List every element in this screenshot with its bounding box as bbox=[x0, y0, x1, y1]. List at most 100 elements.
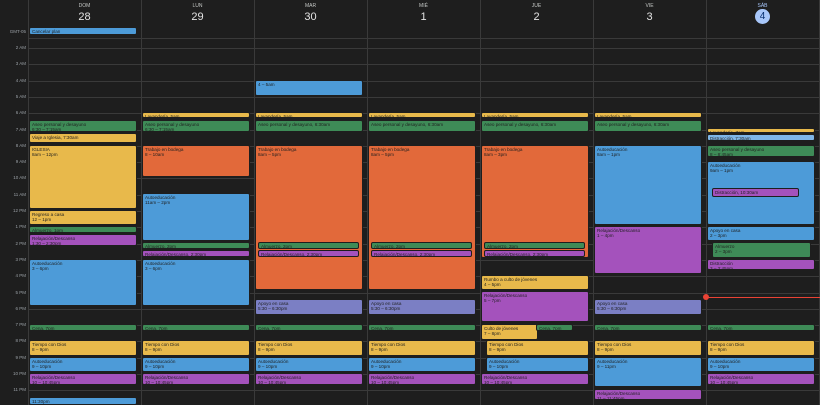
event[interactable]: Aseo personal y desayuno, 6:30am bbox=[255, 120, 363, 132]
event[interactable]: Cena, 7pm bbox=[536, 324, 573, 331]
day-number[interactable]: 28 bbox=[78, 11, 91, 23]
day-divider bbox=[593, 0, 594, 405]
event[interactable]: Tiempo con Dios 8 – 9pm bbox=[29, 340, 137, 356]
event[interactable]: Relajación/Descanso, 2:30pm bbox=[142, 250, 250, 257]
event[interactable]: Lavandería, 5am bbox=[481, 112, 589, 118]
event[interactable]: Autoeducación 9 – 11pm bbox=[594, 357, 702, 387]
event-title: Autoeducación bbox=[32, 261, 63, 266]
event[interactable]: Almuerzo, 2pm bbox=[142, 242, 250, 249]
event[interactable]: Cena, 7pm bbox=[142, 324, 250, 331]
event[interactable]: Almuerzo, 2pm bbox=[258, 242, 359, 249]
event[interactable]: Distracción 3 – 3:45pm bbox=[707, 259, 815, 270]
event[interactable]: Aseo personal y desayuno, 6:30am bbox=[368, 120, 476, 132]
event[interactable]: Culto de jóvenes 7 – 8pm bbox=[481, 324, 538, 340]
event[interactable]: Apoyo en casa 5:30 – 6:30pm bbox=[255, 299, 363, 315]
event[interactable]: Trabajo en bodega 8am – 5pm bbox=[255, 145, 363, 290]
event-time: 8am – 12pm bbox=[32, 152, 58, 158]
event[interactable]: Lavandería, 5am bbox=[368, 112, 476, 118]
event[interactable]: Trabajo en bodega 8am – 3pm bbox=[481, 145, 589, 258]
event[interactable]: Trabajo en bodega 8 – 10am bbox=[142, 145, 250, 177]
event-time: 8 – 8:45am bbox=[710, 152, 733, 157]
event-title: Tiempo con Dios bbox=[597, 342, 632, 347]
event[interactable]: Regreso a casa 12 – 1pm bbox=[29, 210, 137, 225]
event[interactable]: Autoeducación 9 – 10pm bbox=[29, 357, 137, 372]
event[interactable]: Apoyo en casa 5:30 – 6:30pm bbox=[368, 299, 476, 315]
day-number[interactable]: 3 bbox=[646, 11, 653, 23]
event-time: 11am – 2pm bbox=[145, 200, 171, 206]
event[interactable]: Relajación/Descanso 11 – 11:45pm bbox=[594, 389, 702, 400]
event[interactable]: Relajación/Descanso 1 – 4pm bbox=[594, 226, 702, 274]
day-number[interactable]: 30 bbox=[304, 11, 317, 23]
event-title: Cena, 7pm bbox=[258, 326, 281, 331]
event[interactable]: Almuerzo 2 – 3pm bbox=[712, 242, 811, 258]
event[interactable]: Autoeducación 3 – 6pm bbox=[142, 259, 250, 306]
event-title: Apoyo en casa bbox=[597, 301, 628, 306]
event[interactable]: Relajación/Descanso 10 – 10:45pm bbox=[481, 373, 589, 385]
event[interactable]: Relajación/Descanso 10 – 10:45pm bbox=[368, 373, 476, 385]
event-title: Cena, 7pm bbox=[539, 326, 562, 331]
event[interactable]: Almuerzo, 2pm bbox=[371, 242, 472, 249]
day-number[interactable]: 2 bbox=[533, 11, 540, 23]
event[interactable]: Relajación/Descanso, 2:30pm bbox=[484, 250, 585, 257]
event[interactable]: Relajación/Descanso, 2:30pm bbox=[371, 250, 472, 257]
event[interactable]: Aseo personal y desayuno 6:30 – 7:15am bbox=[142, 120, 250, 132]
event-time: 9 – 10pm bbox=[371, 364, 391, 370]
day-number[interactable]: 29 bbox=[191, 11, 204, 23]
event[interactable]: Cena, 7pm bbox=[594, 324, 702, 331]
event[interactable]: Trabajo en bodega 8am – 5pm bbox=[368, 145, 476, 290]
event[interactable]: Lavandería, 5am bbox=[142, 112, 250, 118]
event[interactable]: Autoeducación 9 – 10pm bbox=[707, 357, 815, 372]
event[interactable]: Autoeducación 8am – 1pm bbox=[594, 145, 702, 225]
event[interactable]: Rumbo a culto de jóvenes 4 – 5pm bbox=[481, 275, 589, 290]
event[interactable]: Lavandería, 5am bbox=[594, 112, 702, 118]
event[interactable]: Lavandería, 7am bbox=[707, 128, 815, 133]
event[interactable]: Distracción, 7:30am bbox=[707, 134, 815, 141]
event[interactable]: Cena, 7pm bbox=[29, 324, 137, 331]
event[interactable]: Relajación/Descanso 10 – 10:45pm bbox=[707, 373, 815, 385]
event[interactable]: Cena, 7pm bbox=[368, 324, 476, 331]
event-title: Lavandería, 5am bbox=[597, 114, 632, 118]
event[interactable]: Relajación/Descanso 5 – 7pm bbox=[481, 291, 589, 322]
event[interactable]: Autoeducación 11am – 2pm bbox=[142, 193, 250, 241]
event[interactable]: Apoyo en casa 5:30 – 6:30pm bbox=[594, 299, 702, 315]
event[interactable]: Relajación/Descanso 10 – 10:45pm bbox=[29, 373, 137, 385]
event-title: Relajación/Descanso bbox=[597, 391, 641, 396]
event-title: Lavandería, 5am bbox=[258, 114, 293, 118]
event[interactable]: Aseo personal y desayuno 6:30 – 7:15am bbox=[29, 120, 137, 132]
event[interactable]: Tiempo con Dios 8 – 9pm bbox=[255, 340, 363, 356]
event[interactable]: Apoyo en casa 2 – 3pm bbox=[707, 226, 815, 241]
event[interactable]: Viaje a Iglesia, 7:30am bbox=[29, 133, 137, 143]
event[interactable]: Autoeducación 3 – 6pm bbox=[29, 259, 137, 306]
event[interactable]: Tiempo con Dios 8 – 9pm bbox=[707, 340, 815, 356]
event[interactable]: Relajación/Descanso 10 – 10:45pm bbox=[142, 373, 250, 385]
event[interactable]: Cena, 7pm bbox=[707, 324, 815, 331]
event[interactable]: Tiempo con Dios 8 – 9pm bbox=[142, 340, 250, 356]
event[interactable]: Autoeducación 9 – 10pm bbox=[255, 357, 363, 372]
event[interactable]: Almuerzo, 1pm bbox=[29, 226, 137, 233]
event[interactable]: Relajación/Descanso 10 – 10:45pm bbox=[255, 373, 363, 385]
event[interactable]: Almuerzo, 2pm bbox=[484, 242, 585, 249]
hour-line bbox=[28, 96, 820, 98]
event[interactable]: Cena, 7pm bbox=[255, 324, 363, 331]
event-title: Almuerzo, 2pm bbox=[487, 244, 518, 249]
event[interactable]: Relajación/Descanso, 2:30pm bbox=[258, 250, 359, 257]
event[interactable]: 11:30pm bbox=[29, 397, 137, 405]
event[interactable]: Relajación/Descanso 1:30 – 2:30pm bbox=[29, 234, 137, 246]
event[interactable]: Aseo personal y desayuno 8 – 8:45am bbox=[707, 145, 815, 157]
event[interactable]: Autoeducación 9 – 10pm bbox=[368, 357, 476, 372]
event[interactable]: Tiempo con Dios 8 – 9pm bbox=[486, 340, 589, 356]
day-number[interactable]: 1 bbox=[420, 11, 427, 23]
event[interactable]: Tiempo con Dios 8 – 9pm bbox=[368, 340, 476, 356]
event[interactable]: Autoeducación 9 – 10pm bbox=[486, 357, 589, 372]
event[interactable]: Aseo personal y desayuno, 6:30am bbox=[481, 120, 589, 132]
event[interactable]: Tiempo con Dios 8 – 9pm bbox=[594, 340, 702, 356]
event[interactable]: Autoeducación 9 – 10pm bbox=[142, 357, 250, 372]
event[interactable]: IGLESIA 8am – 12pm bbox=[29, 145, 137, 209]
event[interactable]: Aseo personal y desayuno, 6:30am bbox=[594, 120, 702, 132]
allday-event[interactable]: Cancelar plan bbox=[29, 27, 137, 35]
event[interactable]: Distracción, 10:30am bbox=[712, 188, 799, 197]
event[interactable]: Lavandería, 5am bbox=[255, 112, 363, 118]
event-time: 2 – 3pm bbox=[710, 233, 727, 239]
event[interactable]: 4 – 5am bbox=[255, 80, 363, 96]
day-number[interactable]: 4 bbox=[755, 9, 770, 24]
